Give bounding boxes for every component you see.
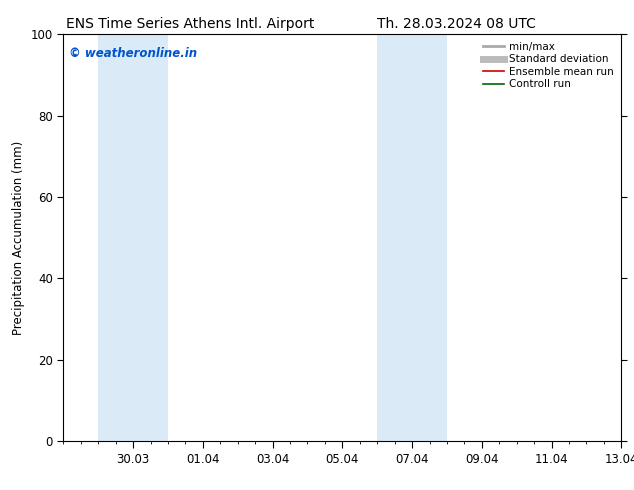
Bar (377, 34, 447, 441)
Bar (98, 34, 168, 441)
Text: Th. 28.03.2024 08 UTC: Th. 28.03.2024 08 UTC (377, 17, 536, 31)
Legend: min/max, Standard deviation, Ensemble mean run, Controll run: min/max, Standard deviation, Ensemble me… (481, 40, 616, 92)
Y-axis label: Precipitation Accumulation (mm): Precipitation Accumulation (mm) (12, 141, 25, 335)
Text: ENS Time Series Athens Intl. Airport: ENS Time Series Athens Intl. Airport (66, 17, 314, 31)
Text: © weatheronline.in: © weatheronline.in (69, 47, 197, 59)
